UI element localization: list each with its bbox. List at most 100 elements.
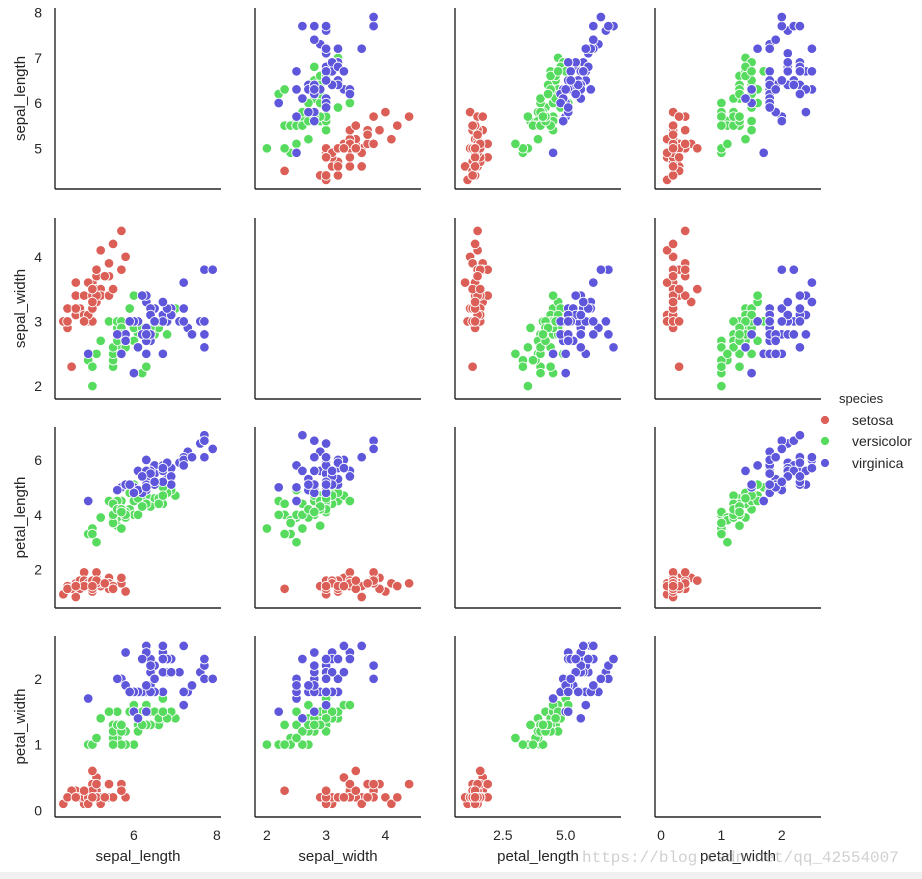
- point-virginica: [776, 115, 788, 127]
- point-virginica: [157, 462, 169, 474]
- point-versicolor: [537, 111, 549, 122]
- point-setosa: [62, 316, 73, 327]
- y-tick-label-sepal_width: 3: [34, 313, 42, 329]
- point-virginica: [562, 686, 574, 698]
- point-virginica: [199, 329, 210, 340]
- point-versicolor: [510, 732, 521, 744]
- point-virginica: [794, 342, 806, 353]
- point-setosa: [679, 567, 691, 578]
- point-virginica: [291, 482, 302, 493]
- point-setosa: [472, 270, 483, 282]
- point-setosa: [477, 111, 488, 122]
- point-setosa: [356, 161, 367, 172]
- point-versicolor: [344, 97, 356, 109]
- point-virginica: [309, 84, 320, 95]
- point-setosa: [338, 143, 350, 154]
- panel-sepal_length-vs-sepal_width: [254, 8, 421, 190]
- y-tick-label-petal_width: 0: [34, 802, 42, 818]
- point-versicolor: [746, 309, 757, 321]
- point-virginica: [770, 348, 781, 360]
- point-virginica: [344, 88, 356, 100]
- y-tick-label-sepal_length: 8: [34, 5, 42, 21]
- point-versicolor: [537, 719, 549, 731]
- point-virginica: [770, 34, 781, 45]
- point-setosa: [482, 778, 493, 790]
- point-versicolor: [517, 739, 529, 750]
- point-setosa: [350, 120, 362, 131]
- point-virginica: [207, 673, 218, 685]
- point-virginica: [157, 653, 169, 665]
- point-virginica: [297, 93, 308, 104]
- point-setosa: [362, 578, 373, 589]
- point-virginica: [776, 75, 788, 86]
- point-setosa: [368, 111, 379, 122]
- point-virginica: [309, 435, 320, 446]
- point-virginica: [141, 482, 152, 493]
- point-virginica: [794, 303, 806, 314]
- point-versicolor: [291, 719, 302, 731]
- point-virginica: [800, 329, 812, 340]
- point-versicolor: [740, 133, 751, 145]
- point-virginica: [332, 653, 344, 665]
- point-virginica: [178, 460, 189, 471]
- point-setosa: [673, 152, 685, 163]
- point-versicolor: [95, 335, 106, 347]
- x-axis-label-sepal_width: sepal_width: [298, 848, 377, 865]
- point-virginica: [273, 706, 284, 717]
- point-setosa: [467, 170, 478, 181]
- y-tick-label-sepal_width: 2: [34, 378, 42, 394]
- point-setosa: [99, 578, 111, 589]
- point-setosa: [673, 111, 685, 122]
- legend-label-versicolor: versicolor: [852, 433, 912, 449]
- x-tick-label-petal_length: 5.0: [556, 827, 576, 843]
- point-setosa: [667, 129, 679, 140]
- point-virginica: [120, 335, 131, 347]
- point-setosa: [386, 133, 397, 145]
- point-setosa: [66, 361, 77, 372]
- point-setosa: [667, 580, 679, 592]
- point-versicolor: [136, 501, 148, 512]
- point-setosa: [362, 129, 373, 140]
- point-virginica: [165, 666, 177, 678]
- point-versicolor: [545, 70, 556, 82]
- point-setosa: [692, 283, 703, 295]
- point-versicolor: [297, 726, 308, 737]
- y-tick-label-petal_length: 4: [34, 507, 42, 523]
- point-setosa: [120, 586, 131, 597]
- point-virginica: [764, 66, 775, 77]
- point-virginica: [309, 115, 320, 127]
- point-virginica: [149, 316, 160, 327]
- y-axis-label-sepal_length: sepal_length: [12, 56, 29, 141]
- point-virginica: [565, 673, 576, 685]
- point-virginica: [580, 699, 592, 711]
- point-virginica: [186, 451, 198, 463]
- point-virginica: [207, 264, 218, 275]
- point-virginica: [332, 673, 344, 685]
- point-virginica: [303, 106, 314, 118]
- point-virginica: [178, 640, 189, 652]
- point-setosa: [673, 361, 685, 372]
- point-virginica: [806, 43, 818, 54]
- y-tick-label-petal_width: 1: [34, 737, 42, 753]
- point-setosa: [70, 792, 82, 803]
- point-virginica: [575, 329, 587, 340]
- point-versicolor: [320, 124, 332, 136]
- point-virginica: [794, 88, 806, 100]
- point-virginica: [309, 20, 320, 32]
- panel-petal_width-vs-sepal_length: [54, 636, 221, 818]
- point-versicolor: [124, 303, 135, 314]
- point-setosa: [332, 170, 344, 181]
- panel-petal_width-vs-sepal_width: [254, 636, 421, 818]
- panel-petal_length-vs-petal_width: [654, 427, 821, 609]
- point-setosa: [469, 238, 481, 250]
- point-setosa: [679, 124, 691, 136]
- point-versicolor: [157, 706, 169, 717]
- point-virginica: [580, 43, 592, 54]
- point-virginica: [776, 316, 788, 327]
- point-virginica: [338, 462, 350, 474]
- point-virginica: [583, 653, 594, 665]
- point-versicolor: [527, 354, 539, 366]
- point-versicolor: [716, 342, 727, 353]
- point-virginica: [603, 20, 614, 32]
